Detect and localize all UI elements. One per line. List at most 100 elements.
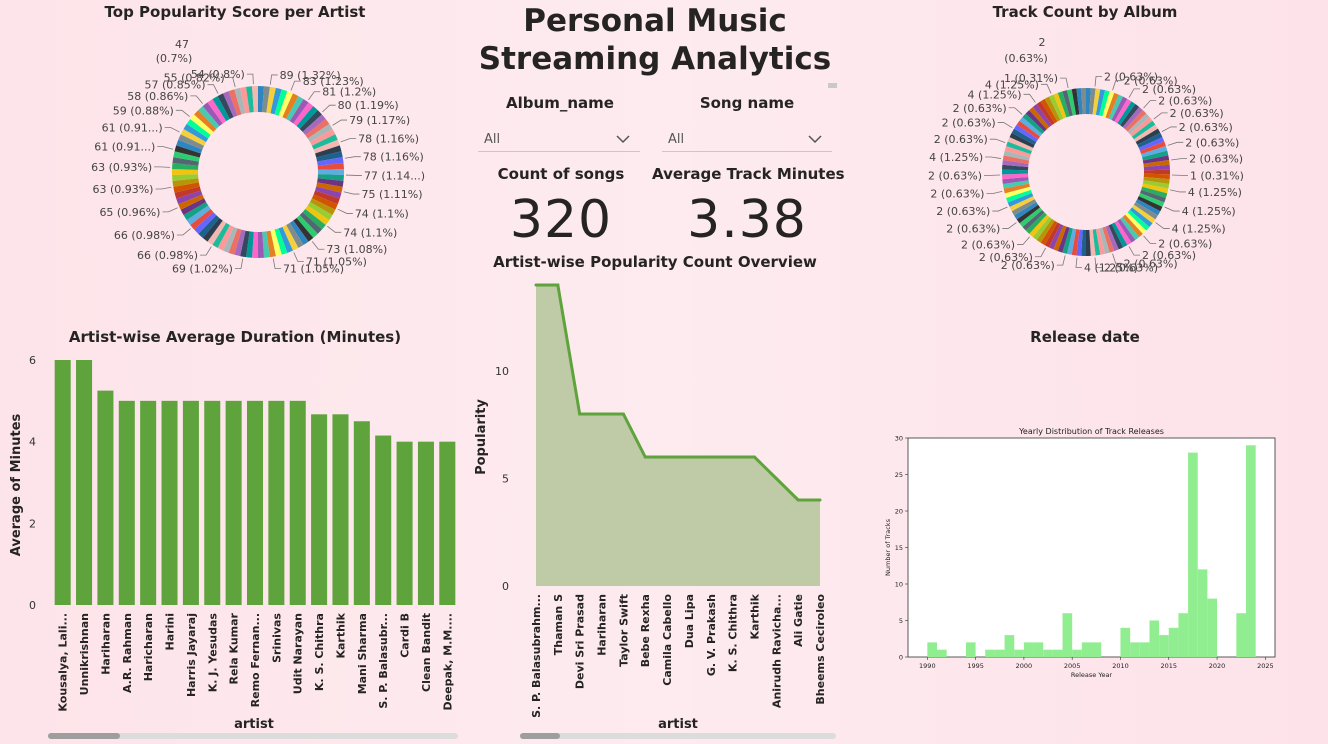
popularity-donut-slice xyxy=(174,186,201,199)
popularity-donut-slice xyxy=(317,157,344,166)
popularity-donut-data-label: 71 (1.05%) xyxy=(306,256,367,269)
x-tick-label: A.R. Rahman xyxy=(121,613,134,693)
popularity-donut-slice xyxy=(317,168,344,176)
scrollbar-thumb[interactable] xyxy=(48,733,120,739)
popularity-donut-slice xyxy=(176,190,203,205)
album-donut-slice xyxy=(1140,189,1166,203)
album-donut-data-label: 2 (0.63%) xyxy=(934,133,988,146)
album-donut-slice xyxy=(1002,164,1029,171)
data-point xyxy=(774,477,778,480)
popularity-donut-slice xyxy=(266,230,276,258)
popularity-donut-data-label: 57 (0.85%) xyxy=(144,79,205,92)
histogram-bar xyxy=(1052,649,1063,657)
popularity-donut-data-label: (0.7%) xyxy=(156,52,193,65)
scrollbar-thumb[interactable] xyxy=(520,733,560,739)
popularity-donut-leader-line xyxy=(164,127,180,133)
dashboard-title: Personal Music Streaming Analytics xyxy=(470,2,840,78)
album-donut-slice xyxy=(1002,169,1029,175)
popularity-donut-slice xyxy=(289,99,309,124)
album-donut-leader-line xyxy=(1161,126,1177,132)
bar xyxy=(311,414,328,605)
data-point xyxy=(643,455,647,459)
duration-chart-scrollbar[interactable] xyxy=(48,733,458,739)
album-donut-leader-line xyxy=(992,206,1008,212)
album-donut-leader-line xyxy=(989,138,1006,143)
x-tick-label: 2025 xyxy=(1257,662,1274,670)
histogram-bar xyxy=(1130,642,1140,657)
popularity-donut-slice xyxy=(317,178,344,187)
album-slicer-label: Album_name xyxy=(506,94,614,112)
y-tick-label: 10 xyxy=(495,365,509,378)
album-donut-data-label: 4 (1.25%) xyxy=(929,151,983,164)
x-tick-label: Udit Narayan xyxy=(292,613,305,694)
album-slicer-dropdown[interactable]: All xyxy=(478,128,640,152)
album-donut-data-label: 4 (1.25%) xyxy=(1182,205,1236,218)
album-donut-data-label: 2 (0.63%) xyxy=(979,251,1033,264)
album-donut-slice xyxy=(1002,160,1029,168)
popularity-donut-slices xyxy=(172,86,344,258)
album-donut-slice xyxy=(1143,176,1170,184)
x-tick-label: Cardi B xyxy=(399,613,412,658)
focus-mode-icon[interactable] xyxy=(828,83,837,88)
album-donut-slice xyxy=(1140,141,1166,155)
album-donut-slice xyxy=(1009,132,1035,148)
album-donut-slice xyxy=(1108,94,1124,120)
x-tick-label: 2015 xyxy=(1160,662,1177,670)
song-slicer-dropdown[interactable]: All xyxy=(662,128,832,152)
bar xyxy=(204,400,221,605)
bar xyxy=(439,441,456,605)
song-slicer-value: All xyxy=(668,132,685,147)
album-donut-leader-line xyxy=(1034,247,1046,258)
x-tick-label: S. P. Balasubrahm... xyxy=(530,594,543,718)
y-tick-label: 0 xyxy=(899,654,903,662)
popularity-donut-slice xyxy=(296,215,318,238)
y-tick-label: 0 xyxy=(29,599,36,612)
album-donut-slice xyxy=(1086,229,1091,256)
duration-bar-chart[interactable]: 0 2 4 6 Average of Minutes Kousalya, Lali... U… xyxy=(0,345,470,740)
popularity-donut-data-label: 47 xyxy=(175,38,189,51)
popularity-donut-chart[interactable]: 89 (1.32%)83 (1.23%)81 (1.2%)80 (1.19%) 7… xyxy=(0,24,470,310)
histogram-bar xyxy=(1246,445,1256,657)
popularity-donut-data-label: 58 (0.86%) xyxy=(127,90,188,103)
album-donut-slice xyxy=(1105,92,1119,119)
album-donut-slice xyxy=(1141,146,1168,158)
popularity-donut-slice xyxy=(173,182,200,193)
popularity-donut-slice xyxy=(190,114,214,136)
album-donut-data-label: 4 (1.25%) xyxy=(968,88,1022,101)
popularity-donut-slice xyxy=(172,174,199,181)
popularity-donut-data-label: 61 (0.91...) xyxy=(102,122,163,135)
popularity-donut-leader-line xyxy=(344,156,361,159)
area-chart-scrollbar[interactable] xyxy=(520,733,836,739)
histogram-bar xyxy=(927,642,937,657)
y-tick-label: 6 xyxy=(29,354,36,367)
album-donut-slice xyxy=(1016,204,1041,224)
album-donut-slice xyxy=(1029,106,1050,130)
album-donut-slice xyxy=(1120,104,1140,128)
album-donut-data-label: 2 (0.63%) xyxy=(1124,257,1178,270)
album-donut-data-label: 2 (0.63%) xyxy=(961,238,1015,251)
y-tick-label: 5 xyxy=(502,473,509,486)
album-donut-slice xyxy=(1095,228,1106,255)
popularity-donut-slice xyxy=(302,208,326,230)
popularity-donut-slice xyxy=(198,106,220,129)
x-tick-label: Ali Gatie xyxy=(792,594,805,647)
x-tick-label: Karthik xyxy=(748,593,761,639)
album-donut-leader-line xyxy=(1112,253,1122,264)
count-songs-value: 320 xyxy=(509,190,613,250)
album-donut-chart[interactable]: 2 (0.63%)2 (0.63%)2 (0.63%)2 (0.63%)2 (0… xyxy=(860,24,1328,310)
dashboard-title-line2: Streaming Analytics xyxy=(478,41,832,77)
popularity-donut-data-label: 71 (1.05%) xyxy=(283,263,344,276)
data-point xyxy=(556,283,560,287)
popularity-donut-leader-line xyxy=(340,138,357,143)
album-donut-leader-line xyxy=(1153,112,1168,120)
popularity-area-chart[interactable]: 0 5 10 Popularity S. P. Balasubrahm... Thaman… xyxy=(466,272,850,738)
x-tick-label: Camila Cabello xyxy=(661,594,674,686)
album-donut-data-label: 2 (0.63%) xyxy=(1142,83,1196,96)
y-axis-label: Average of Minutes xyxy=(9,413,24,556)
album-donut-slice xyxy=(1108,224,1124,250)
album-donut-data-label: 2 (0.63%) xyxy=(1158,95,1212,108)
dashboard-title-line1: Personal Music xyxy=(523,3,787,39)
x-axis-label: Release Year xyxy=(1071,671,1113,679)
popularity-donut-slice xyxy=(311,194,338,210)
x-tick-label: Deepak, M.M.... xyxy=(441,613,454,710)
